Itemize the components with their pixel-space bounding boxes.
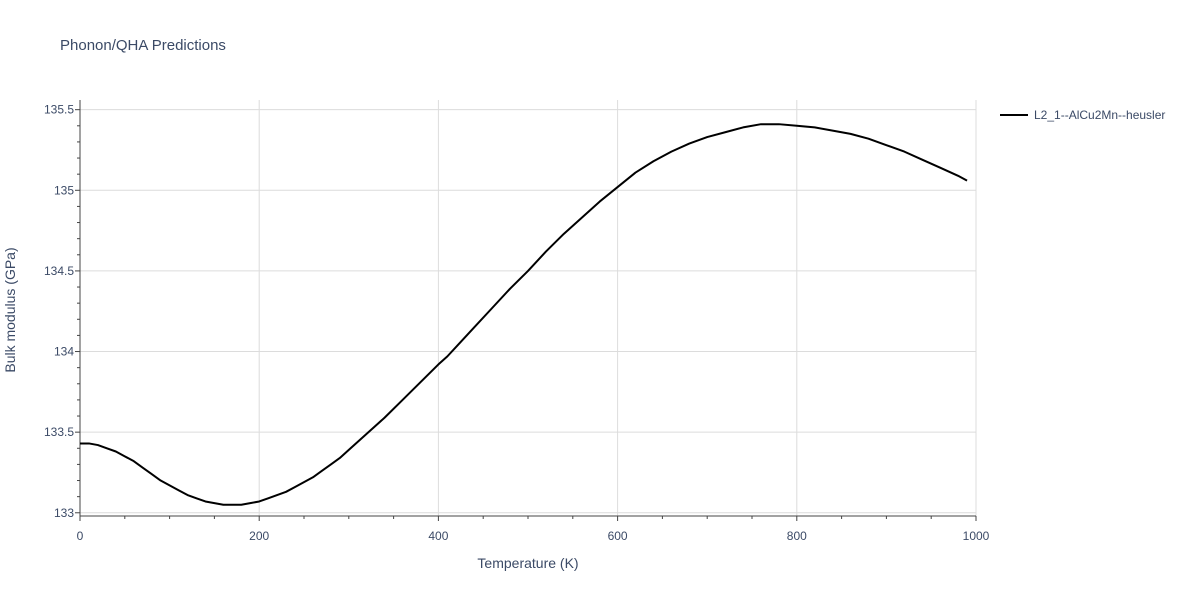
x-axis-ticks: 0 200 400 600 800 1000 bbox=[77, 516, 990, 543]
y-axis-ticks: 133 133.5 134 134.5 135 135.5 bbox=[44, 103, 80, 520]
gridlines bbox=[79, 100, 977, 516]
y-tick-label: 133.5 bbox=[44, 425, 74, 439]
y-tick-label: 135.5 bbox=[44, 103, 74, 117]
y-axis-title: Bulk modulus (GPa) bbox=[2, 247, 18, 372]
y-tick-label: 133 bbox=[54, 506, 74, 520]
x-tick-label: 0 bbox=[77, 529, 84, 543]
chart-title: Phonon/QHA Predictions bbox=[60, 37, 226, 54]
y-tick-label: 135 bbox=[54, 183, 74, 197]
axes bbox=[79, 100, 976, 517]
x-tick-label: 800 bbox=[787, 529, 807, 543]
y-tick-label: 134.5 bbox=[44, 264, 74, 278]
series-line-0[interactable] bbox=[80, 123, 968, 506]
x-tick-label: 200 bbox=[249, 529, 269, 543]
legend-label: L2_1--AlCu2Mn--heusler bbox=[1034, 108, 1165, 122]
x-tick-label: 400 bbox=[428, 529, 448, 543]
x-axis-title: Temperature (K) bbox=[477, 555, 578, 571]
plot-area bbox=[80, 123, 968, 506]
y-tick-label: 134 bbox=[54, 345, 74, 359]
x-tick-label: 1000 bbox=[963, 529, 990, 543]
x-tick-label: 600 bbox=[608, 529, 628, 543]
legend[interactable]: L2_1--AlCu2Mn--heusler bbox=[1000, 108, 1165, 122]
